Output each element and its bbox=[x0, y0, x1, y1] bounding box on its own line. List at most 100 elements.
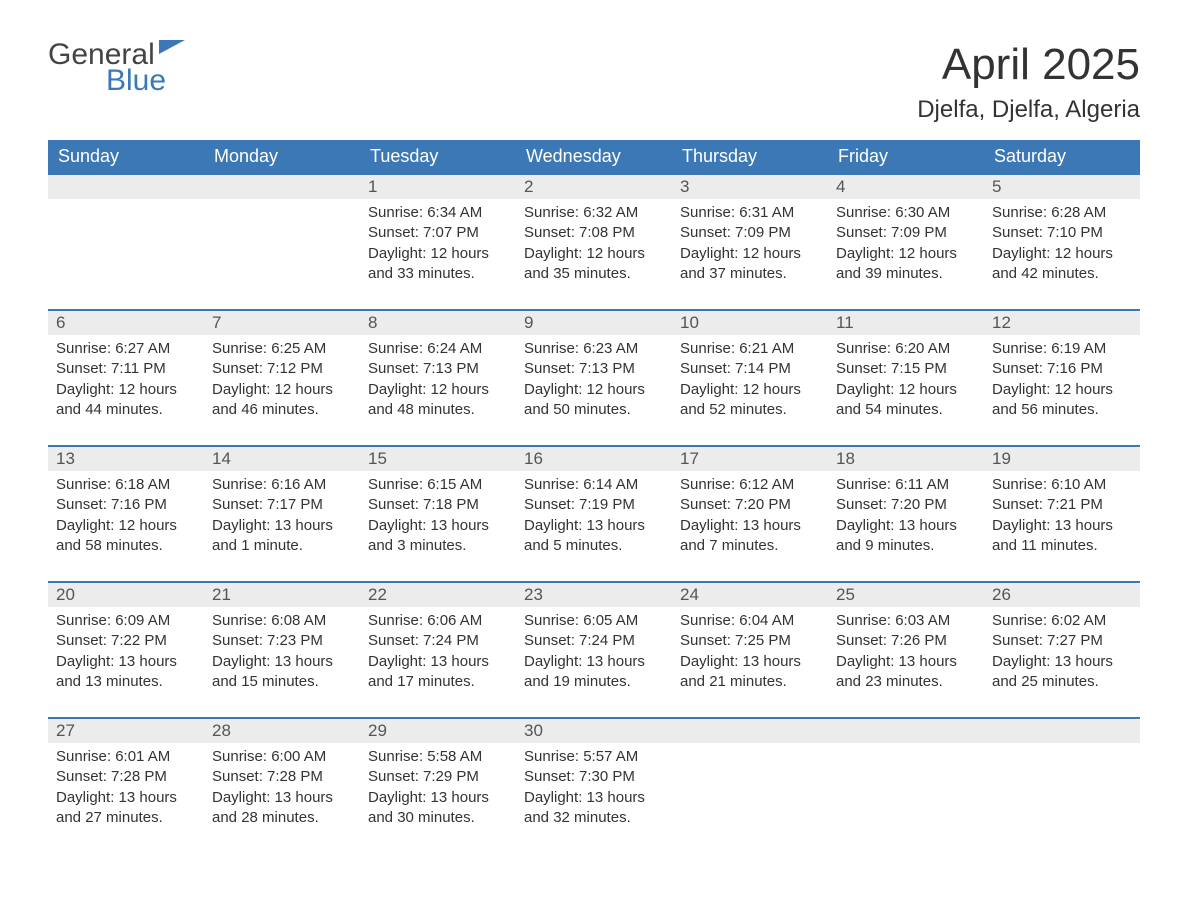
day-number: 14 bbox=[204, 447, 360, 471]
calendar-week: 27Sunrise: 6:01 AMSunset: 7:28 PMDayligh… bbox=[48, 718, 1140, 853]
day-header: Sunday bbox=[48, 140, 204, 174]
sunset-line: Sunset: 7:10 PM bbox=[992, 223, 1132, 243]
calendar-cell: 27Sunrise: 6:01 AMSunset: 7:28 PMDayligh… bbox=[48, 718, 204, 853]
sunrise-line: Sunrise: 6:08 AM bbox=[212, 611, 352, 631]
daylight-line: Daylight: 13 hours and 15 minutes. bbox=[212, 652, 352, 693]
calendar-cell: 18Sunrise: 6:11 AMSunset: 7:20 PMDayligh… bbox=[828, 446, 984, 582]
daylight-line: Daylight: 13 hours and 3 minutes. bbox=[368, 516, 508, 557]
day-header: Friday bbox=[828, 140, 984, 174]
sunset-line: Sunset: 7:13 PM bbox=[368, 359, 508, 379]
day-body: Sunrise: 6:10 AMSunset: 7:21 PMDaylight:… bbox=[984, 471, 1140, 581]
day-number: 17 bbox=[672, 447, 828, 471]
day-number: 30 bbox=[516, 719, 672, 743]
sunrise-line: Sunrise: 6:15 AM bbox=[368, 475, 508, 495]
day-body: Sunrise: 6:24 AMSunset: 7:13 PMDaylight:… bbox=[360, 335, 516, 445]
calendar-cell bbox=[204, 174, 360, 310]
calendar-cell bbox=[672, 718, 828, 853]
calendar-cell: 12Sunrise: 6:19 AMSunset: 7:16 PMDayligh… bbox=[984, 310, 1140, 446]
daylight-line: Daylight: 12 hours and 56 minutes. bbox=[992, 380, 1132, 421]
daylight-line: Daylight: 13 hours and 17 minutes. bbox=[368, 652, 508, 693]
daylight-line: Daylight: 13 hours and 7 minutes. bbox=[680, 516, 820, 557]
day-number bbox=[204, 175, 360, 199]
sunrise-line: Sunrise: 6:18 AM bbox=[56, 475, 196, 495]
calendar-cell: 17Sunrise: 6:12 AMSunset: 7:20 PMDayligh… bbox=[672, 446, 828, 582]
day-number: 15 bbox=[360, 447, 516, 471]
sunrise-line: Sunrise: 6:34 AM bbox=[368, 203, 508, 223]
day-body bbox=[984, 743, 1140, 853]
calendar-week: 6Sunrise: 6:27 AMSunset: 7:11 PMDaylight… bbox=[48, 310, 1140, 446]
sunset-line: Sunset: 7:24 PM bbox=[368, 631, 508, 651]
sunset-line: Sunset: 7:26 PM bbox=[836, 631, 976, 651]
day-body: Sunrise: 6:05 AMSunset: 7:24 PMDaylight:… bbox=[516, 607, 672, 717]
daylight-line: Daylight: 13 hours and 1 minute. bbox=[212, 516, 352, 557]
calendar-cell bbox=[828, 718, 984, 853]
sunrise-line: Sunrise: 6:01 AM bbox=[56, 747, 196, 767]
calendar-cell: 11Sunrise: 6:20 AMSunset: 7:15 PMDayligh… bbox=[828, 310, 984, 446]
day-body: Sunrise: 6:04 AMSunset: 7:25 PMDaylight:… bbox=[672, 607, 828, 717]
day-number: 16 bbox=[516, 447, 672, 471]
day-body: Sunrise: 6:23 AMSunset: 7:13 PMDaylight:… bbox=[516, 335, 672, 445]
day-number: 12 bbox=[984, 311, 1140, 335]
day-number: 9 bbox=[516, 311, 672, 335]
calendar-cell: 28Sunrise: 6:00 AMSunset: 7:28 PMDayligh… bbox=[204, 718, 360, 853]
day-number: 7 bbox=[204, 311, 360, 335]
sunset-line: Sunset: 7:27 PM bbox=[992, 631, 1132, 651]
sunrise-line: Sunrise: 6:16 AM bbox=[212, 475, 352, 495]
daylight-line: Daylight: 13 hours and 9 minutes. bbox=[836, 516, 976, 557]
day-body: Sunrise: 6:16 AMSunset: 7:17 PMDaylight:… bbox=[204, 471, 360, 581]
calendar-cell: 7Sunrise: 6:25 AMSunset: 7:12 PMDaylight… bbox=[204, 310, 360, 446]
sunset-line: Sunset: 7:22 PM bbox=[56, 631, 196, 651]
calendar-cell bbox=[48, 174, 204, 310]
sunset-line: Sunset: 7:09 PM bbox=[836, 223, 976, 243]
sunrise-line: Sunrise: 6:04 AM bbox=[680, 611, 820, 631]
day-number: 4 bbox=[828, 175, 984, 199]
daylight-line: Daylight: 12 hours and 52 minutes. bbox=[680, 380, 820, 421]
daylight-line: Daylight: 13 hours and 23 minutes. bbox=[836, 652, 976, 693]
sunset-line: Sunset: 7:30 PM bbox=[524, 767, 664, 787]
sunrise-line: Sunrise: 6:31 AM bbox=[680, 203, 820, 223]
calendar-cell: 22Sunrise: 6:06 AMSunset: 7:24 PMDayligh… bbox=[360, 582, 516, 718]
sunset-line: Sunset: 7:19 PM bbox=[524, 495, 664, 515]
day-number bbox=[672, 719, 828, 743]
day-number: 6 bbox=[48, 311, 204, 335]
calendar-table: SundayMondayTuesdayWednesdayThursdayFrid… bbox=[48, 140, 1140, 853]
day-body: Sunrise: 6:30 AMSunset: 7:09 PMDaylight:… bbox=[828, 199, 984, 309]
day-number: 18 bbox=[828, 447, 984, 471]
calendar-cell: 21Sunrise: 6:08 AMSunset: 7:23 PMDayligh… bbox=[204, 582, 360, 718]
logo: General Blue bbox=[48, 40, 185, 98]
calendar-cell: 14Sunrise: 6:16 AMSunset: 7:17 PMDayligh… bbox=[204, 446, 360, 582]
daylight-line: Daylight: 12 hours and 46 minutes. bbox=[212, 380, 352, 421]
sunrise-line: Sunrise: 6:12 AM bbox=[680, 475, 820, 495]
day-number: 2 bbox=[516, 175, 672, 199]
sunset-line: Sunset: 7:15 PM bbox=[836, 359, 976, 379]
daylight-line: Daylight: 13 hours and 5 minutes. bbox=[524, 516, 664, 557]
day-body: Sunrise: 6:34 AMSunset: 7:07 PMDaylight:… bbox=[360, 199, 516, 309]
day-body: Sunrise: 6:25 AMSunset: 7:12 PMDaylight:… bbox=[204, 335, 360, 445]
sunrise-line: Sunrise: 6:20 AM bbox=[836, 339, 976, 359]
calendar-cell: 19Sunrise: 6:10 AMSunset: 7:21 PMDayligh… bbox=[984, 446, 1140, 582]
sunrise-line: Sunrise: 6:06 AM bbox=[368, 611, 508, 631]
sunset-line: Sunset: 7:14 PM bbox=[680, 359, 820, 379]
day-number: 28 bbox=[204, 719, 360, 743]
daylight-line: Daylight: 12 hours and 35 minutes. bbox=[524, 244, 664, 285]
daylight-line: Daylight: 13 hours and 28 minutes. bbox=[212, 788, 352, 829]
sunset-line: Sunset: 7:25 PM bbox=[680, 631, 820, 651]
day-body: Sunrise: 6:31 AMSunset: 7:09 PMDaylight:… bbox=[672, 199, 828, 309]
calendar-week: 13Sunrise: 6:18 AMSunset: 7:16 PMDayligh… bbox=[48, 446, 1140, 582]
sunrise-line: Sunrise: 6:28 AM bbox=[992, 203, 1132, 223]
day-header-row: SundayMondayTuesdayWednesdayThursdayFrid… bbox=[48, 140, 1140, 174]
sunrise-line: Sunrise: 6:21 AM bbox=[680, 339, 820, 359]
daylight-line: Daylight: 13 hours and 11 minutes. bbox=[992, 516, 1132, 557]
day-body: Sunrise: 6:32 AMSunset: 7:08 PMDaylight:… bbox=[516, 199, 672, 309]
daylight-line: Daylight: 12 hours and 37 minutes. bbox=[680, 244, 820, 285]
sunset-line: Sunset: 7:18 PM bbox=[368, 495, 508, 515]
day-body: Sunrise: 6:03 AMSunset: 7:26 PMDaylight:… bbox=[828, 607, 984, 717]
daylight-line: Daylight: 13 hours and 21 minutes. bbox=[680, 652, 820, 693]
calendar-week: 1Sunrise: 6:34 AMSunset: 7:07 PMDaylight… bbox=[48, 174, 1140, 310]
sunrise-line: Sunrise: 6:24 AM bbox=[368, 339, 508, 359]
day-number: 21 bbox=[204, 583, 360, 607]
sunset-line: Sunset: 7:16 PM bbox=[56, 495, 196, 515]
calendar-cell: 5Sunrise: 6:28 AMSunset: 7:10 PMDaylight… bbox=[984, 174, 1140, 310]
sunrise-line: Sunrise: 6:19 AM bbox=[992, 339, 1132, 359]
sunset-line: Sunset: 7:28 PM bbox=[212, 767, 352, 787]
